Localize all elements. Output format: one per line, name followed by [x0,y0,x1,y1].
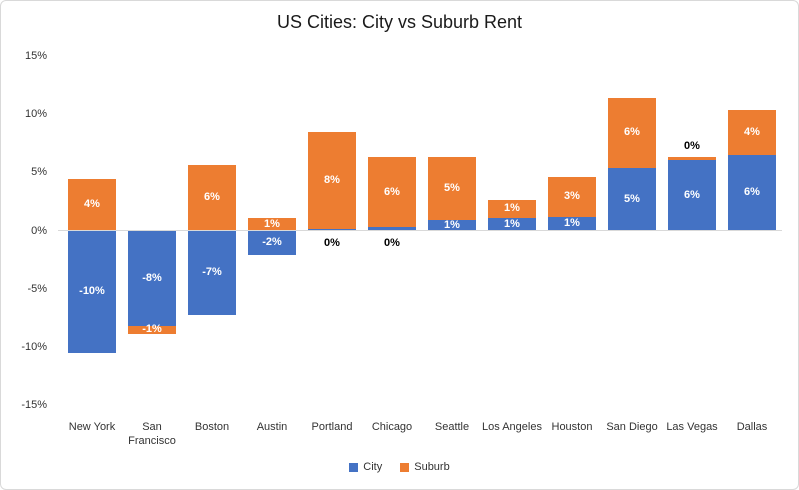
category-label: Chicago [371,421,413,433]
category-label: Houston [551,421,593,433]
city-bar-segment [68,230,116,353]
category-label: Los Angeles [482,421,542,433]
suburb-bar-label: 1% [264,217,280,230]
city-bar-label: -8% [142,271,162,284]
y-tick-label: 10% [24,108,47,121]
city-bar-label: 6% [684,188,700,201]
legend-entry-city: City [349,461,382,473]
city-bar-label: -7% [202,266,222,279]
city-bar-segment [188,230,236,316]
city-bar-segment [488,217,536,231]
city-bar-segment [608,167,656,231]
y-tick-label: -15% [21,398,47,411]
suburb-bar-label: 6% [624,126,640,139]
city-bar-label: 0% [384,236,400,249]
suburb-legend-swatch-icon [400,462,410,472]
city-bar-label: 1% [444,218,460,231]
city-bar-segment [368,227,416,231]
city-bar-segment [668,159,716,231]
suburb-bar-segment [188,165,236,231]
suburb-bar-segment [308,132,356,229]
city-bar-segment [548,216,596,231]
suburb-bar-segment [548,176,596,217]
suburb-bar-segment [488,200,536,218]
category-label: San Francisco [128,421,176,447]
suburb-bar-label: -1% [142,323,162,336]
city-bar-label: 1% [504,217,520,230]
category-label: Boston [194,421,230,433]
city-legend-label: City [363,461,383,473]
y-tick-label: -5% [27,282,47,295]
category-label: Las Vegas [666,421,718,433]
suburb-bar-label: 6% [204,191,220,204]
city-bar-segment [308,228,356,231]
y-tick-label: 15% [24,50,47,62]
suburb-bar-segment [668,157,716,160]
city-bar-segment [728,154,776,231]
suburb-bar-segment [368,157,416,227]
suburb-bar-label: 6% [384,185,400,198]
y-tick-label: -10% [21,340,47,353]
city-bar-label: 1% [564,217,580,230]
suburb-bar-label: 8% [324,173,340,186]
suburb-bar-label: 4% [84,198,100,211]
category-label: San Diego [606,421,658,433]
y-tick-label: 5% [31,166,47,179]
legend: City Suburb [1,461,798,473]
city-bar-label: 5% [624,192,640,205]
suburb-bar-segment [608,97,656,168]
suburb-bar-label: 1% [504,202,520,215]
zero-axis-line [58,230,782,231]
category-label: Austin [256,421,288,433]
city-bar-label: -2% [262,236,282,249]
y-tick-label: 0% [31,224,47,237]
suburb-bar-label: 3% [564,190,580,203]
city-legend-swatch-icon [349,462,359,472]
city-bar-segment [128,230,176,326]
suburb-bar-segment [728,109,776,155]
suburb-bar-segment [428,157,476,221]
suburb-bar-segment [248,218,296,231]
city-bar-segment [428,220,476,231]
suburb-bar-label: 0% [684,140,700,153]
suburb-bar-label: 5% [444,182,460,195]
category-label: New York [68,421,116,433]
city-bar-label: 6% [744,186,760,199]
city-bar-label: -10% [79,285,105,298]
city-bar-label: 0% [324,236,340,249]
category-label: Dallas [736,421,768,433]
chart-title: US Cities: City vs Suburb Rent [276,12,523,32]
city-bar-segment [248,230,296,255]
suburb-bar-segment [128,325,176,335]
category-label: Portland [311,421,353,433]
suburb-bar-label: 4% [744,125,760,138]
legend-entry-suburb: Suburb [400,461,450,473]
category-label: Seattle [434,421,470,433]
suburb-bar-segment [68,179,116,231]
suburb-legend-label: Suburb [414,461,450,473]
